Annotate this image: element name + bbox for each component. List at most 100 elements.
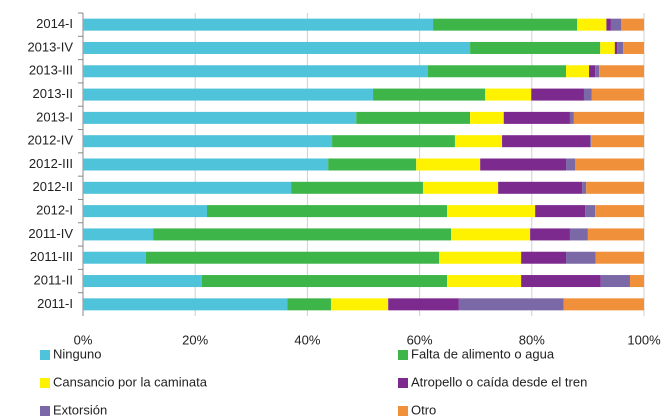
bar-segment: [535, 205, 586, 218]
bar-segment: [328, 158, 417, 171]
bar-segment: [83, 41, 471, 54]
bar-segment: [629, 275, 644, 288]
bar-segment: [583, 88, 592, 101]
bar-segment: [586, 181, 644, 194]
bar-segment: [356, 111, 471, 124]
bar-segment: [530, 228, 570, 241]
bar-segment: [623, 41, 644, 54]
bar-segment: [574, 158, 644, 171]
bar-segment: [563, 298, 644, 311]
bar-segment: [521, 275, 601, 288]
y-tick-label: 2013-III: [29, 63, 73, 78]
bar-segment: [291, 181, 423, 194]
bar-segment: [595, 205, 644, 218]
y-tick-label: 2011-III: [30, 249, 73, 264]
bar-segment: [153, 228, 452, 241]
bar-segment: [428, 65, 567, 78]
y-tick-label: 2014-I: [36, 16, 73, 31]
bar-segment: [83, 275, 202, 288]
legend-swatch: [398, 378, 408, 388]
legend-swatch: [40, 350, 50, 360]
bar-segment: [83, 88, 374, 101]
bar-segment: [447, 275, 522, 288]
legend-label: Atropello o caída desde el tren: [411, 374, 587, 389]
y-tick-label: 2012-III: [29, 156, 73, 171]
bar-segment: [566, 251, 596, 264]
bar-segment: [480, 158, 567, 171]
bar-segment: [83, 181, 292, 194]
bar-segment: [470, 41, 601, 54]
bar-segment: [332, 135, 455, 148]
legend-swatch: [40, 378, 50, 388]
y-tick-label: 2012-II: [33, 179, 73, 194]
bar-segment: [606, 18, 611, 31]
bar-segment: [590, 135, 592, 148]
bar-segment: [614, 41, 618, 54]
legend-swatch: [398, 350, 408, 360]
y-tick-label: 2013-IV: [27, 39, 73, 54]
legend-label: Ninguno: [53, 346, 101, 361]
bar-segment: [600, 275, 630, 288]
bar-segment: [585, 205, 596, 218]
x-tick-label: 20%: [182, 332, 208, 347]
bar-segment: [201, 275, 448, 288]
bar-segment: [83, 205, 207, 218]
bar-segment: [566, 65, 590, 78]
bar-segment: [145, 251, 440, 264]
bar-segment: [470, 111, 504, 124]
x-tick-label: 0%: [74, 332, 93, 347]
bar-segment: [582, 181, 587, 194]
bar-segment: [83, 251, 146, 264]
legend-label: Falta de alimento o agua: [411, 346, 555, 361]
bar-segment: [569, 228, 588, 241]
legend-label: Otro: [411, 402, 436, 417]
y-tick-label: 2013-II: [33, 86, 73, 101]
x-tick-label: 60%: [407, 332, 433, 347]
y-tick-label: 2012-I: [36, 203, 73, 218]
bar-segment: [439, 251, 522, 264]
bar-segment: [83, 158, 329, 171]
bar-segment: [589, 65, 596, 78]
y-tick-label: 2011-I: [37, 296, 73, 311]
bar-segment: [373, 88, 486, 101]
bar-segment: [595, 65, 600, 78]
bar-segment: [83, 228, 154, 241]
bar-segment: [503, 111, 570, 124]
bar-segment: [521, 251, 567, 264]
bar-segment: [454, 135, 503, 148]
bar-segment: [388, 298, 459, 311]
bar-segment: [416, 158, 481, 171]
bar-segment: [587, 228, 644, 241]
bar-segment: [422, 181, 499, 194]
x-tick-label: 100%: [627, 332, 661, 347]
x-tick-label: 80%: [519, 332, 545, 347]
bar-segment: [531, 88, 584, 101]
y-tick-label: 2011-II: [33, 272, 73, 287]
bar-segment: [502, 135, 591, 148]
bar-segment: [569, 111, 574, 124]
bar-segment: [83, 135, 333, 148]
bar-segment: [498, 181, 583, 194]
legend-label: Extorsión: [53, 402, 107, 417]
y-tick-label: 2011-IV: [28, 226, 73, 241]
legend-swatch: [40, 406, 50, 416]
bar-segment: [330, 298, 389, 311]
bar-segment: [287, 298, 331, 311]
bar-segment: [566, 158, 575, 171]
bar-segment: [83, 65, 429, 78]
bar-segment: [617, 41, 624, 54]
bar-segment: [451, 228, 531, 241]
bar-segment: [620, 18, 644, 31]
bar-segment: [610, 18, 621, 31]
bar-segment: [433, 18, 578, 31]
y-tick-label: 2013-I: [36, 109, 73, 124]
bar-segment: [447, 205, 536, 218]
bar-segment: [573, 111, 644, 124]
bar-segment: [591, 88, 644, 101]
bar-segment: [485, 88, 532, 101]
y-tick-label: 2012-IV: [27, 133, 73, 148]
bar-segment: [595, 251, 644, 264]
bar-segment: [577, 18, 607, 31]
bar-segment: [83, 298, 288, 311]
bar-segment: [83, 111, 357, 124]
